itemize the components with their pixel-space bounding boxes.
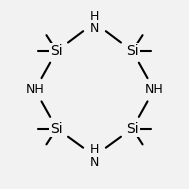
Text: Si: Si <box>126 44 139 58</box>
Text: Si: Si <box>50 122 63 136</box>
Text: H
N: H N <box>90 10 99 35</box>
Text: H
N: H N <box>90 143 99 169</box>
Text: Si: Si <box>50 44 63 58</box>
Text: Si: Si <box>126 122 139 136</box>
Text: NH: NH <box>145 83 163 96</box>
Text: NH: NH <box>26 83 44 96</box>
